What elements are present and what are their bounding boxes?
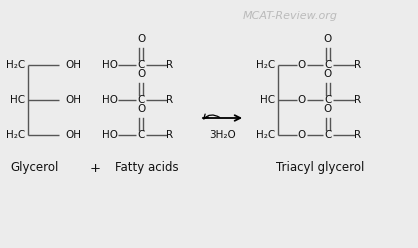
Text: O: O [298, 95, 306, 105]
Text: H₂C: H₂C [6, 60, 25, 70]
Text: O: O [298, 130, 306, 140]
Text: R: R [166, 130, 173, 140]
Text: OH: OH [65, 130, 81, 140]
Text: HO: HO [102, 60, 118, 70]
Text: C: C [137, 60, 145, 70]
Text: R: R [354, 130, 362, 140]
Text: +: + [89, 161, 100, 175]
Text: R: R [166, 95, 173, 105]
Text: R: R [354, 95, 362, 105]
Text: Triacyl glycerol: Triacyl glycerol [276, 161, 364, 175]
Text: Fatty acids: Fatty acids [115, 161, 179, 175]
Text: C: C [137, 130, 145, 140]
Text: C: C [324, 60, 332, 70]
Text: C: C [324, 130, 332, 140]
Text: HO: HO [102, 95, 118, 105]
Text: HC: HC [260, 95, 275, 105]
Text: H₂C: H₂C [6, 130, 25, 140]
Text: O: O [298, 60, 306, 70]
Text: R: R [166, 60, 173, 70]
Text: 3H₂O: 3H₂O [209, 130, 236, 140]
Text: R: R [354, 60, 362, 70]
Text: C: C [324, 95, 332, 105]
Text: OH: OH [65, 60, 81, 70]
Text: O: O [137, 69, 145, 79]
Text: O: O [324, 104, 332, 114]
Text: H₂C: H₂C [256, 130, 275, 140]
Text: O: O [137, 34, 145, 44]
Text: HO: HO [102, 130, 118, 140]
Text: MCAT-Review.org: MCAT-Review.org [242, 11, 337, 21]
Text: O: O [324, 34, 332, 44]
Text: Glycerol: Glycerol [11, 161, 59, 175]
Text: C: C [137, 95, 145, 105]
Text: HC: HC [10, 95, 25, 105]
Text: H₂C: H₂C [256, 60, 275, 70]
Text: OH: OH [65, 95, 81, 105]
Text: O: O [324, 69, 332, 79]
Text: O: O [137, 104, 145, 114]
